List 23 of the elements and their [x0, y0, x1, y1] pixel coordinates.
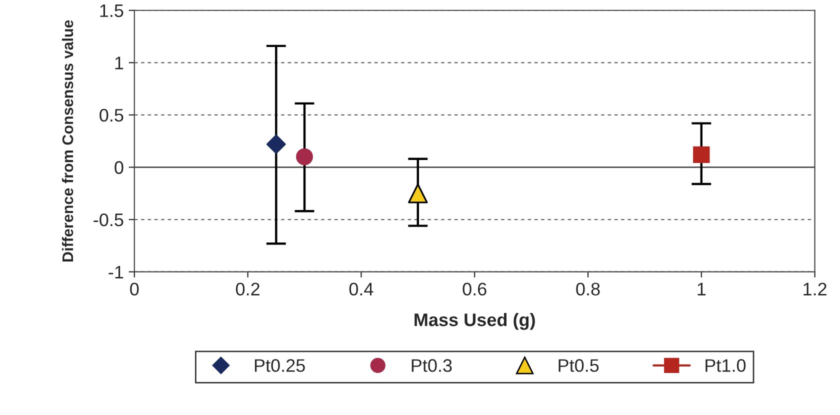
x-axis-title: Mass Used (g) — [414, 312, 535, 330]
x-tick-label: 0.4 — [349, 282, 374, 296]
y-axis-title: Difference from Consensus value — [62, 20, 74, 262]
y-tick-label: 1.5 — [100, 4, 124, 18]
x-tick-label: 1.2 — [804, 282, 826, 296]
point — [296, 148, 313, 166]
point — [408, 184, 428, 204]
x-tick-label: 1 — [698, 282, 706, 296]
y-tick-label: -1 — [108, 266, 124, 278]
x-tick-label: 0 — [130, 282, 139, 296]
y-tick-label: 1 — [115, 56, 124, 70]
point — [266, 134, 286, 154]
point — [693, 146, 710, 164]
legend-label: Pt0.25 — [254, 359, 305, 372]
x-tick-label: 0.2 — [236, 282, 260, 296]
y-tick-label: 0 — [114, 161, 124, 174]
y-tick-label: 0.5 — [100, 108, 124, 122]
y-tick-label: -0.5 — [94, 213, 124, 226]
x-tick-label: 0.8 — [576, 282, 600, 296]
x-tick-label: 0.6 — [462, 282, 486, 296]
legend-label: Pt0.5 — [558, 359, 599, 372]
legend-label: Pt0.3 — [412, 359, 452, 372]
legend-label: Pt1.0 — [706, 359, 746, 372]
